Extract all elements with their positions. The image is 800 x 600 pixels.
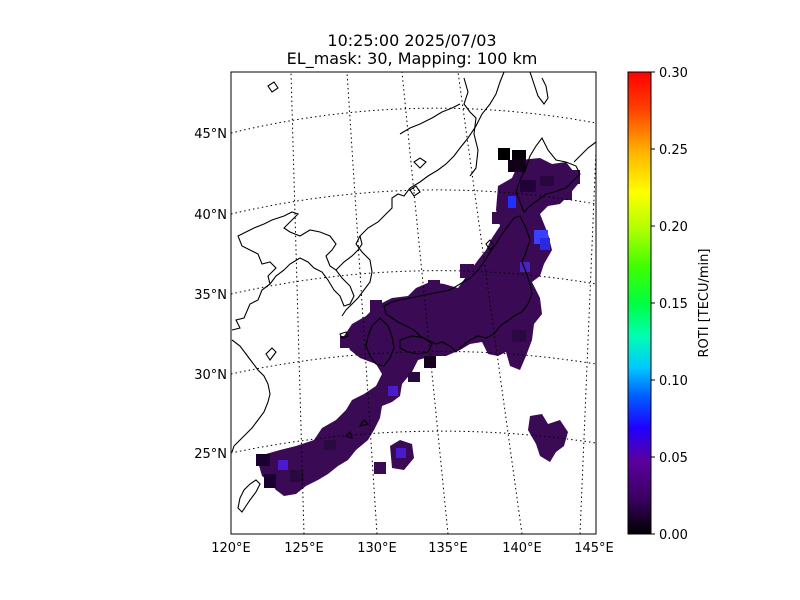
coastline-kyushu: [365, 317, 395, 367]
coastline-mainland: [231, 211, 355, 331]
coastline-hokkaido: [515, 136, 581, 213]
map-area: [231, 72, 596, 534]
graticule-lon-line: [457, 72, 523, 534]
graticule-lat-line: [231, 189, 596, 215]
colorbar-label: ROTI [TECU/min]: [697, 249, 712, 358]
coastline-shandong: [265, 347, 277, 361]
coastline-kurils: [573, 141, 596, 163]
roti-cell-small: [256, 454, 270, 466]
roti-cell-small: [340, 336, 352, 348]
graticule-lon-line: [346, 72, 378, 534]
graticule-lat-line: [231, 270, 596, 295]
coastline-ryukyu: [344, 419, 370, 439]
colorbar-tick-label: 0.25: [659, 143, 688, 158]
coastline-sakhalin: [463, 77, 479, 177]
lon-tick-label: 145°E: [574, 541, 614, 556]
coastline-small-island: [267, 81, 279, 93]
roti-cell-small: [460, 264, 474, 278]
roti-cell-dark: [520, 180, 536, 192]
lon-tick-label: 125°E: [284, 541, 324, 556]
lon-tick-label: 120°E: [211, 541, 251, 556]
coastline-korea-east: [335, 72, 505, 271]
coastline-sado: [485, 239, 495, 251]
lat-tick-label: 30°N: [194, 368, 227, 383]
coastline-cheju: [339, 331, 349, 339]
coastline-shikoku: [399, 335, 433, 355]
roti-cell-small: [424, 356, 436, 368]
map-frame: [230, 71, 597, 535]
lat-tick-label: 45°N: [194, 127, 227, 142]
roti-cell-small: [512, 150, 526, 162]
graticule-lat-line: [231, 107, 596, 134]
roti-cell-dark: [512, 330, 526, 342]
graticule-lon-line: [290, 72, 305, 534]
roti-cell-high: [388, 386, 398, 396]
roti-cell-dark: [324, 440, 336, 450]
roti-cell-small: [492, 212, 504, 224]
roti-cell-small: [370, 300, 382, 312]
roti-cell-high: [396, 448, 406, 458]
roti-cells-layer: [256, 148, 580, 496]
colorbar-gradient: [627, 71, 652, 535]
lat-tick-label: 40°N: [194, 208, 227, 223]
colorbar: 0.00 0.05 0.10 0.15 0.20 0.25 0.30 ROTI [TECU/…: [627, 66, 712, 543]
colorbar-tick-label: 0.10: [659, 374, 688, 389]
graticule-lon-line: [401, 72, 449, 534]
longitude-labels: 120°E 125°E 130°E 135°E 140°E 145°E: [211, 541, 614, 556]
colorbar-tick-label: 0.20: [659, 220, 688, 235]
roti-cell-small: [428, 280, 440, 290]
lon-tick-label: 135°E: [428, 541, 468, 556]
coastline-korea-peninsula: [341, 235, 373, 317]
coastline-kamchatka-south: [529, 72, 549, 105]
chart-title-line2: EL_mask: 30, Mapping: 100 km: [287, 49, 538, 69]
colorbar-tick-label: 0.30: [659, 66, 688, 81]
colorbar-tick-label: 0.05: [659, 451, 688, 466]
roti-cell-dark: [290, 470, 304, 482]
roti-cell-high: [520, 262, 530, 272]
graticule-lon-line: [579, 149, 596, 534]
colorbar-ticks: 0.00 0.05 0.10 0.15 0.20 0.25 0.30: [651, 66, 688, 543]
colorbar-tick-label: 0.00: [659, 528, 688, 543]
colorbar-tick-label: 0.15: [659, 297, 688, 312]
coastline-small-island: [409, 185, 421, 197]
coastline-china-south: [231, 339, 271, 453]
roti-cell-small: [498, 148, 510, 160]
roti-cell-high: [508, 196, 516, 208]
coastline-honshu: [383, 215, 533, 353]
roti-cell-small: [566, 170, 580, 184]
lon-tick-label: 140°E: [502, 541, 542, 556]
roti-cell-high: [540, 238, 550, 250]
coastline-taiwan: [237, 479, 261, 513]
roti-cell-small: [264, 474, 276, 488]
lon-tick-label: 130°E: [357, 541, 397, 556]
roti-cell-dark: [540, 176, 554, 186]
latitude-labels: 45°N 40°N 35°N 30°N 25°N: [194, 127, 227, 462]
lat-tick-label: 35°N: [194, 288, 227, 303]
graticule-layer: [231, 72, 596, 534]
chart-title-line1: 10:25:00 2025/07/03: [327, 31, 496, 50]
coastlines-layer: [231, 72, 596, 513]
roti-cell-small: [508, 160, 526, 172]
coastline-north-sea: [399, 103, 461, 135]
roti-coverage-southeast-island: [528, 414, 568, 462]
roti-cell-small: [374, 462, 386, 474]
lat-tick-label: 25°N: [194, 447, 227, 462]
roti-cell-high: [278, 460, 288, 470]
coastline-small-island: [413, 157, 427, 169]
roti-cell-small: [560, 190, 572, 200]
roti-coverage-japan-main: [258, 158, 578, 496]
roti-cell-dark: [408, 372, 420, 382]
